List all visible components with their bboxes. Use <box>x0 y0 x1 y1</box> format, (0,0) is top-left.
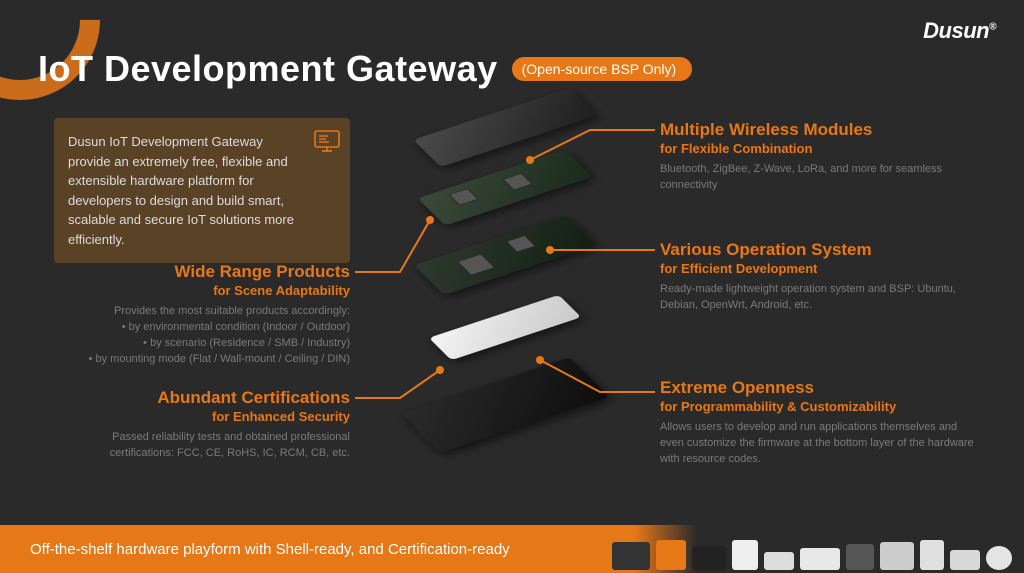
feature-heading: Multiple Wireless Modules <box>660 120 980 140</box>
product-thumb <box>920 540 944 570</box>
product-thumb <box>764 552 794 570</box>
feature-heading: Extreme Openness <box>660 378 980 398</box>
feature-wide-range: Wide Range Products for Scene Adaptabili… <box>50 262 350 368</box>
feature-wireless: Multiple Wireless Modules for Flexible C… <box>660 120 980 194</box>
feature-body: Allows users to develop and run applicat… <box>660 420 980 468</box>
feature-heading: Abundant Certifications <box>50 388 350 408</box>
feature-sub: for Flexible Combination <box>660 141 980 156</box>
product-thumb <box>986 546 1012 570</box>
chip-icon <box>449 188 479 205</box>
feature-sub: for Scene Adaptability <box>50 283 350 298</box>
product-lineup <box>612 540 1012 570</box>
chip-icon <box>457 254 495 276</box>
product-thumb <box>656 540 686 570</box>
feature-certifications: Abundant Certifications for Enhanced Sec… <box>50 388 350 462</box>
product-thumb <box>950 550 980 570</box>
brand-logo: Dusun® <box>923 18 996 44</box>
intro-box: Dusun IoT Development Gateway provide an… <box>54 118 350 263</box>
page-title: IoT Development Gateway <box>38 48 498 90</box>
product-thumb <box>732 540 758 570</box>
subtitle-pill: (Open-source BSP Only) <box>512 57 693 81</box>
product-thumb <box>880 542 914 570</box>
registered-mark: ® <box>989 22 996 33</box>
feature-sub: for Programmability & Customizability <box>660 399 980 414</box>
title-row: IoT Development Gateway (Open-source BSP… <box>38 48 692 90</box>
layer-heatsink <box>429 295 581 360</box>
feature-heading: Various Operation System <box>660 240 980 260</box>
product-thumb <box>846 544 874 570</box>
intro-text: Dusun IoT Development Gateway provide an… <box>68 134 294 247</box>
chip-icon <box>506 235 536 252</box>
feature-heading: Wide Range Products <box>50 262 350 282</box>
feature-body: Bluetooth, ZigBee, Z-Wave, LoRa, and mor… <box>660 162 980 194</box>
footer-text: Off-the-shelf hardware playform with She… <box>30 541 510 558</box>
presentation-icon <box>314 130 340 152</box>
exploded-device <box>360 100 650 480</box>
product-thumb <box>612 542 650 570</box>
product-thumb <box>692 546 726 570</box>
feature-body: Passed reliability tests and obtained pr… <box>50 430 350 462</box>
layer-base-enclosure <box>401 357 610 453</box>
layer-pcb-main <box>414 215 596 295</box>
feature-openness: Extreme Openness for Programmability & C… <box>660 378 980 468</box>
feature-body: Provides the most suitable products acco… <box>50 304 350 368</box>
feature-sub: for Efficient Development <box>660 261 980 276</box>
chip-icon <box>503 173 533 190</box>
feature-os: Various Operation System for Efficient D… <box>660 240 980 314</box>
feature-sub: for Enhanced Security <box>50 409 350 424</box>
feature-body: Ready-made lightweight operation system … <box>660 282 980 314</box>
product-thumb <box>800 548 840 570</box>
